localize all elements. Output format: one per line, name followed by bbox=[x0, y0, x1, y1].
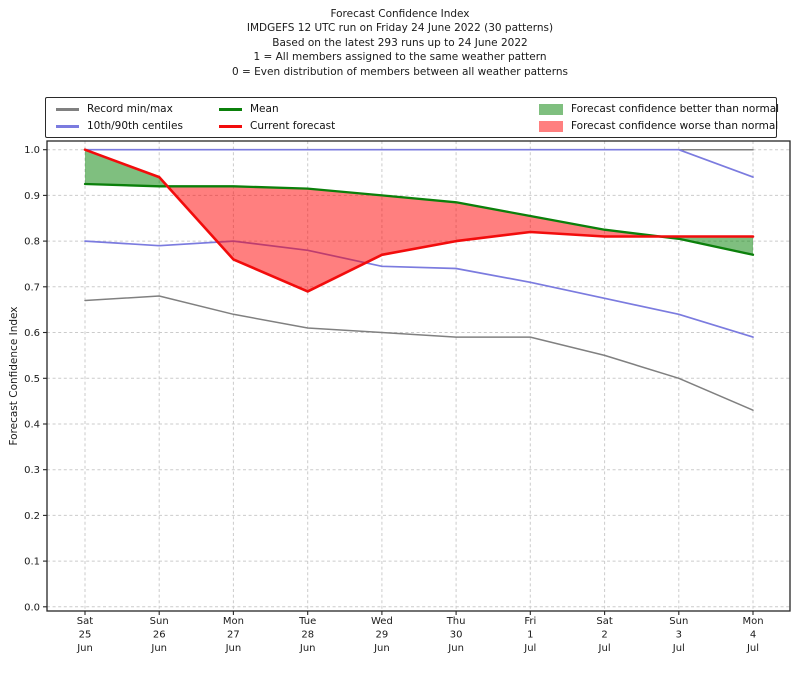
chart-subtitle-basis: Based on the latest 293 runs up to 24 Ju… bbox=[272, 36, 528, 49]
x-tick-label-dow: Sun bbox=[669, 616, 688, 627]
x-tick-label-dow: Sat bbox=[596, 616, 612, 627]
y-tick-label: 0.6 bbox=[24, 328, 40, 339]
chart-note-zero: 0 = Even distribution of members between… bbox=[231, 65, 569, 78]
x-tick-label-day: 27 bbox=[227, 630, 240, 641]
gridlines bbox=[47, 141, 790, 611]
chart-note-one: 1 = All members assigned to the same wea… bbox=[253, 51, 547, 64]
fill-better-than-normal bbox=[85, 149, 168, 187]
x-tick-label-day: 3 bbox=[676, 630, 682, 641]
x-tick-label-dow: Mon bbox=[742, 616, 763, 627]
legend: Record min/max 10th/90th centiles Mean C… bbox=[45, 97, 779, 138]
x-tick-label-day: 30 bbox=[450, 630, 463, 641]
mean-line-swatch bbox=[219, 108, 242, 111]
x-tick-label-mon: Jun bbox=[225, 643, 242, 654]
y-tick-label: 0.0 bbox=[24, 602, 40, 613]
fill-worse-than-normal bbox=[167, 186, 661, 292]
legend-label: Current forecast bbox=[250, 120, 336, 133]
x-tick-label-day: 2 bbox=[601, 630, 607, 641]
x-tick-label-dow: Tue bbox=[298, 616, 316, 627]
legend-label: Record min/max bbox=[87, 103, 173, 116]
legend-label: Mean bbox=[250, 103, 279, 116]
current-forecast-line-swatch bbox=[219, 125, 242, 128]
legend-item-record-minmax: Record min/max bbox=[56, 101, 173, 118]
better-than-normal-patch-swatch bbox=[539, 104, 563, 115]
x-tick-label-mon: Jun bbox=[373, 643, 390, 654]
x-tick-label-dow: Wed bbox=[371, 616, 393, 627]
legend-label: 10th/90th centiles bbox=[87, 120, 183, 133]
x-tick-label-dow: Thu bbox=[446, 616, 466, 627]
y-tick-label: 0.9 bbox=[24, 191, 40, 202]
x-tick-label-mon: Jun bbox=[150, 643, 167, 654]
y-tick-label: 0.7 bbox=[24, 282, 40, 293]
x-tick-label-mon: Jul bbox=[672, 643, 685, 654]
x-tick-label-mon: Jul bbox=[746, 643, 759, 654]
x-tick-label-mon: Jun bbox=[447, 643, 464, 654]
y-axis-label: Forecast Confidence Index bbox=[8, 306, 20, 446]
axis-ticks bbox=[43, 149, 754, 615]
x-tick-label-day: 1 bbox=[527, 630, 533, 641]
legend-item-mean: Mean bbox=[219, 101, 279, 118]
x-tick-label-dow: Sat bbox=[77, 616, 93, 627]
record-minmax-line-swatch bbox=[56, 108, 79, 111]
legend-label: Forecast confidence better than normal bbox=[571, 103, 780, 116]
legend-item-current-forecast: Current forecast bbox=[219, 118, 335, 135]
chart-subtitle-run: IMDGEFS 12 UTC run on Friday 24 June 202… bbox=[246, 22, 554, 35]
y-tick-label: 0.1 bbox=[24, 557, 40, 568]
y-tick-label: 0.2 bbox=[24, 511, 40, 522]
x-tick-label-mon: Jul bbox=[523, 643, 536, 654]
plot-border bbox=[46, 140, 791, 612]
x-tick-labels: Sat 25 Jun Sun 26 Jun Mon 27 Jun Tue 28 Jun Wed 29 Jun… bbox=[76, 616, 763, 654]
series-90th-centile bbox=[84, 148, 754, 178]
chart-title-block: Forecast Confidence Index IMDGEFS 12 UTC… bbox=[0, 7, 800, 79]
x-tick-label-dow: Fri bbox=[524, 616, 536, 627]
legend-item-centiles: 10th/90th centiles bbox=[56, 118, 183, 135]
y-tick-label: 1.0 bbox=[24, 145, 40, 156]
y-tick-labels: 0.0 0.1 0.2 0.3 0.4 0.5 0.6 0.7 0.8 0.9 1.0 bbox=[24, 145, 40, 613]
worse-than-normal-patch-swatch bbox=[539, 121, 563, 132]
y-tick-label: 0.3 bbox=[24, 465, 40, 476]
x-tick-label-mon: Jul bbox=[598, 643, 611, 654]
legend-label: Forecast confidence worse than normal bbox=[571, 120, 779, 133]
x-tick-label-day: 4 bbox=[750, 630, 756, 641]
x-tick-label-mon: Jun bbox=[76, 643, 93, 654]
x-tick-label-day: 25 bbox=[79, 630, 92, 641]
x-tick-label-dow: Mon bbox=[223, 616, 244, 627]
chart-title: Forecast Confidence Index bbox=[330, 8, 470, 20]
x-tick-label-day: 28 bbox=[301, 630, 314, 641]
legend-item-better-than-normal: Forecast confidence better than normal bbox=[539, 101, 779, 118]
x-tick-label-dow: Sun bbox=[150, 616, 169, 627]
legend-item-worse-than-normal: Forecast confidence worse than normal bbox=[539, 118, 778, 135]
fill-better-than-normal bbox=[660, 236, 753, 255]
series-10th-centile bbox=[84, 240, 754, 338]
y-tick-label: 0.8 bbox=[24, 237, 40, 248]
x-tick-label-day: 29 bbox=[376, 630, 389, 641]
centiles-line-swatch bbox=[56, 125, 79, 128]
series-mean bbox=[83, 182, 755, 256]
series-record-min bbox=[84, 295, 754, 411]
y-tick-label: 0.5 bbox=[24, 374, 40, 385]
x-tick-label-mon: Jun bbox=[299, 643, 316, 654]
y-tick-label: 0.4 bbox=[24, 420, 40, 431]
series-current-forecast bbox=[83, 148, 755, 293]
x-tick-label-day: 26 bbox=[153, 630, 166, 641]
